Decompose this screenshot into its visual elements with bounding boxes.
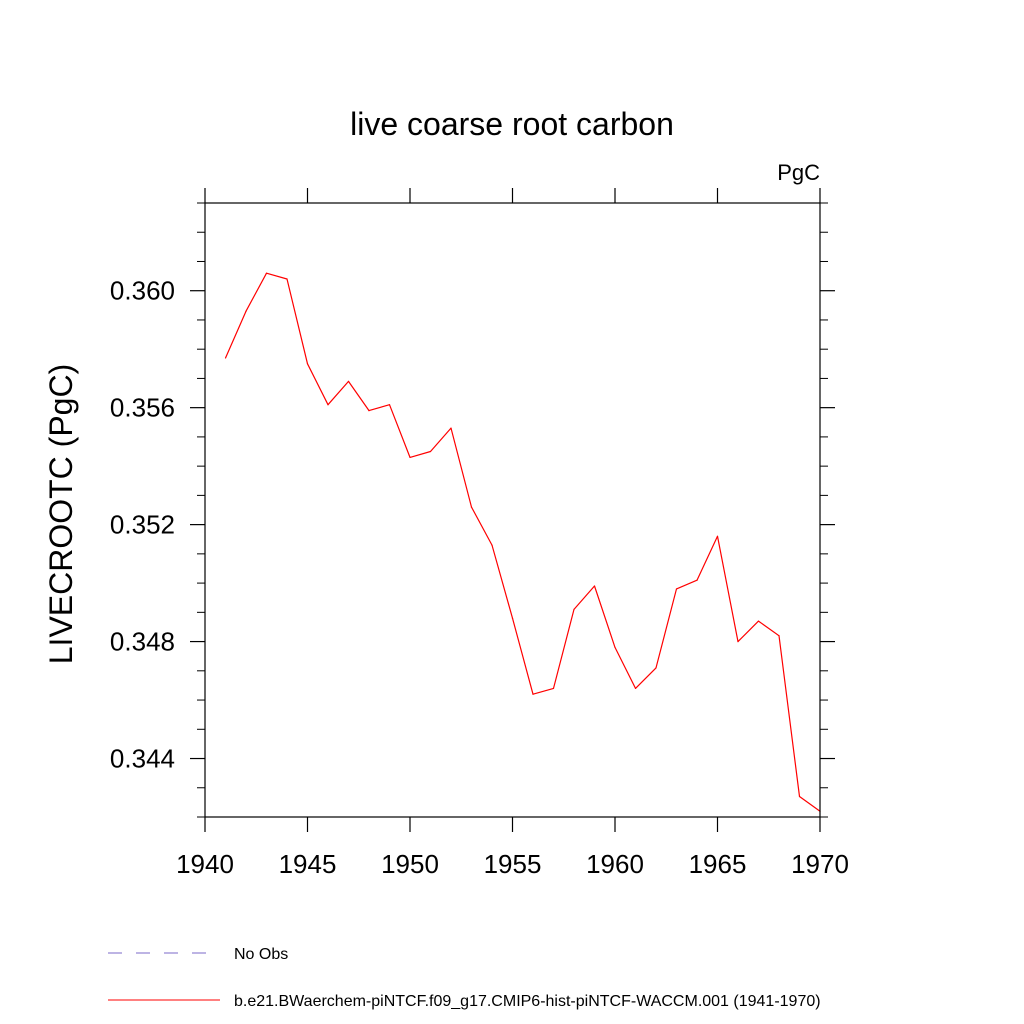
axis-tick-labels: 1940 1945 1950 1955 1960 1965 1970 0.344 0.348 0.…: [110, 276, 849, 879]
data-point: [798, 795, 801, 798]
legend-label-model: b.e21.BWaerchem-piNTCF.f09_g17.CMIP6-his…: [234, 993, 821, 1010]
legend: No Obs b.e21.BWaerchem-piNTCF.f09_g17.CM…: [108, 946, 821, 1010]
data-point: [450, 427, 452, 429]
data-point: [470, 506, 473, 508]
data-point: [737, 640, 739, 643]
y-tick-label: 0.344: [110, 744, 175, 774]
y-tick-label: 0.348: [110, 627, 175, 657]
data-point: [593, 585, 596, 587]
data-point: [224, 357, 227, 359]
data-point: [245, 310, 247, 312]
data-point: [327, 404, 329, 406]
axis-ticks: [190, 188, 835, 832]
y-tick-label: 0.356: [110, 393, 175, 423]
y-axis-label: LIVECROOTC (PgC): [43, 364, 79, 664]
data-point: [368, 409, 370, 412]
data-point: [511, 617, 514, 619]
x-tick-label: 1965: [689, 849, 747, 879]
data-series: [224, 272, 821, 812]
units-label: PgC: [777, 160, 820, 185]
data-point: [491, 544, 493, 546]
y-tick-label: 0.352: [110, 510, 175, 540]
data-point: [286, 278, 288, 280]
plot-frame: [204, 202, 821, 818]
data-point: [409, 456, 411, 458]
x-tick-label: 1945: [279, 849, 337, 879]
data-point: [675, 588, 678, 590]
data-point: [757, 620, 760, 622]
chart-title: live coarse root carbon: [350, 106, 674, 142]
data-point: [552, 687, 555, 689]
y-tick-label: 0.360: [110, 276, 175, 306]
x-tick-label: 1940: [176, 849, 234, 879]
data-point: [388, 404, 391, 406]
x-tick-label: 1950: [381, 849, 439, 879]
data-point: [429, 450, 432, 453]
data-point: [716, 535, 719, 537]
x-tick-label: 1970: [791, 849, 849, 879]
data-point: [573, 608, 575, 611]
x-tick-label: 1955: [484, 849, 542, 879]
data-point: [614, 646, 616, 649]
series-line: [224, 272, 821, 812]
data-point: [655, 667, 657, 669]
data-point: [634, 687, 637, 689]
data-point: [306, 363, 309, 365]
data-point: [265, 272, 268, 274]
legend-label-obs: No Obs: [234, 946, 288, 963]
data-point: [778, 635, 780, 637]
x-tick-label: 1960: [586, 849, 644, 879]
data-point: [532, 693, 534, 695]
data-point: [696, 579, 698, 581]
data-point: [347, 380, 350, 382]
